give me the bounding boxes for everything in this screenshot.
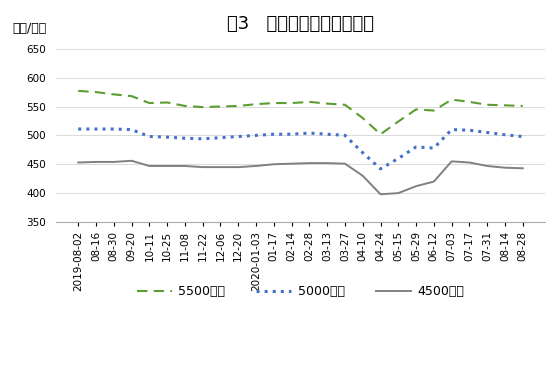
Legend: 5500大卡, 5000大卡, 4500大卡: 5500大卡, 5000大卡, 4500大卡 — [132, 280, 469, 303]
Title: 图3   秦皇岛港煤炭价格情况: 图3 秦皇岛港煤炭价格情况 — [227, 15, 374, 33]
Y-axis label: （元/吨）: （元/吨） — [12, 22, 46, 35]
